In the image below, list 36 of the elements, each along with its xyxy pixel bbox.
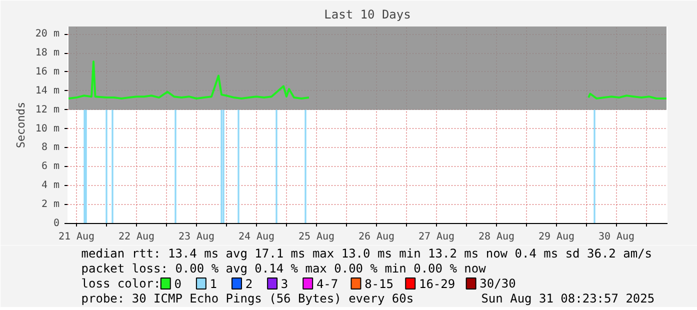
x-tick-label: 26 Aug bbox=[358, 232, 395, 242]
y-tick-label: 2 m bbox=[41, 199, 60, 210]
y-tick-label: 6 m bbox=[41, 161, 60, 172]
x-tick-label: 28 Aug bbox=[478, 232, 515, 242]
legend-label: 30/30 bbox=[480, 276, 516, 290]
text: packet loss: 0.00 % avg 0.14 % max 0.00 % min 0.00 % now bbox=[81, 262, 487, 276]
y-tick-label: 10 m bbox=[35, 123, 60, 134]
legend-label: 4-7 bbox=[316, 277, 338, 291]
x-tick-label: 27 Aug bbox=[418, 232, 455, 242]
x-tick-label: 22 Aug bbox=[118, 232, 155, 242]
x-tick-label: 30 Aug bbox=[598, 232, 635, 242]
legend-label: 16-29 bbox=[418, 277, 456, 291]
legend-label: 8-15 bbox=[364, 277, 394, 291]
legend-label: 0 bbox=[174, 277, 182, 291]
y-tick-label: 8 m bbox=[41, 142, 60, 154]
y-tick-label: 12 m bbox=[35, 104, 60, 116]
x-tick-label: 29 Aug bbox=[538, 232, 575, 242]
chart-title: Last 10 Days bbox=[324, 8, 411, 22]
x-tick-label: 25 Aug bbox=[298, 232, 335, 242]
y-tick-label: 20 m bbox=[35, 28, 60, 40]
y-tick-label: 16 m bbox=[35, 66, 60, 78]
y-tick-label: 14 m bbox=[35, 85, 60, 96]
legend-label: 2 bbox=[245, 277, 253, 291]
y-tick-label: 18 m bbox=[35, 48, 60, 59]
text: Sun Aug 31 08:23:57 2025 bbox=[481, 292, 655, 306]
y-tick-label: 4 m bbox=[41, 180, 60, 192]
x-tick-label: 21 Aug bbox=[58, 232, 95, 242]
legend-label: 1 bbox=[210, 277, 218, 291]
text: median rtt: 13.4 ms avg 17.1 ms max 13.0 ms min 13.2 ms now 0.4 ms sd 36.2 am/s bbox=[81, 246, 652, 260]
x-tick-label: 24 Aug bbox=[238, 232, 275, 242]
y-tick-label: 0 bbox=[53, 218, 60, 229]
legend-title: loss color: bbox=[81, 276, 161, 290]
x-tick-label: 23 Aug bbox=[178, 232, 215, 242]
y-axis-title: Seconds bbox=[14, 102, 28, 148]
legend-label: 3 bbox=[280, 277, 288, 291]
text: probe: 30 ICMP Echo Pings (56 Bytes) every 60s bbox=[81, 292, 414, 306]
